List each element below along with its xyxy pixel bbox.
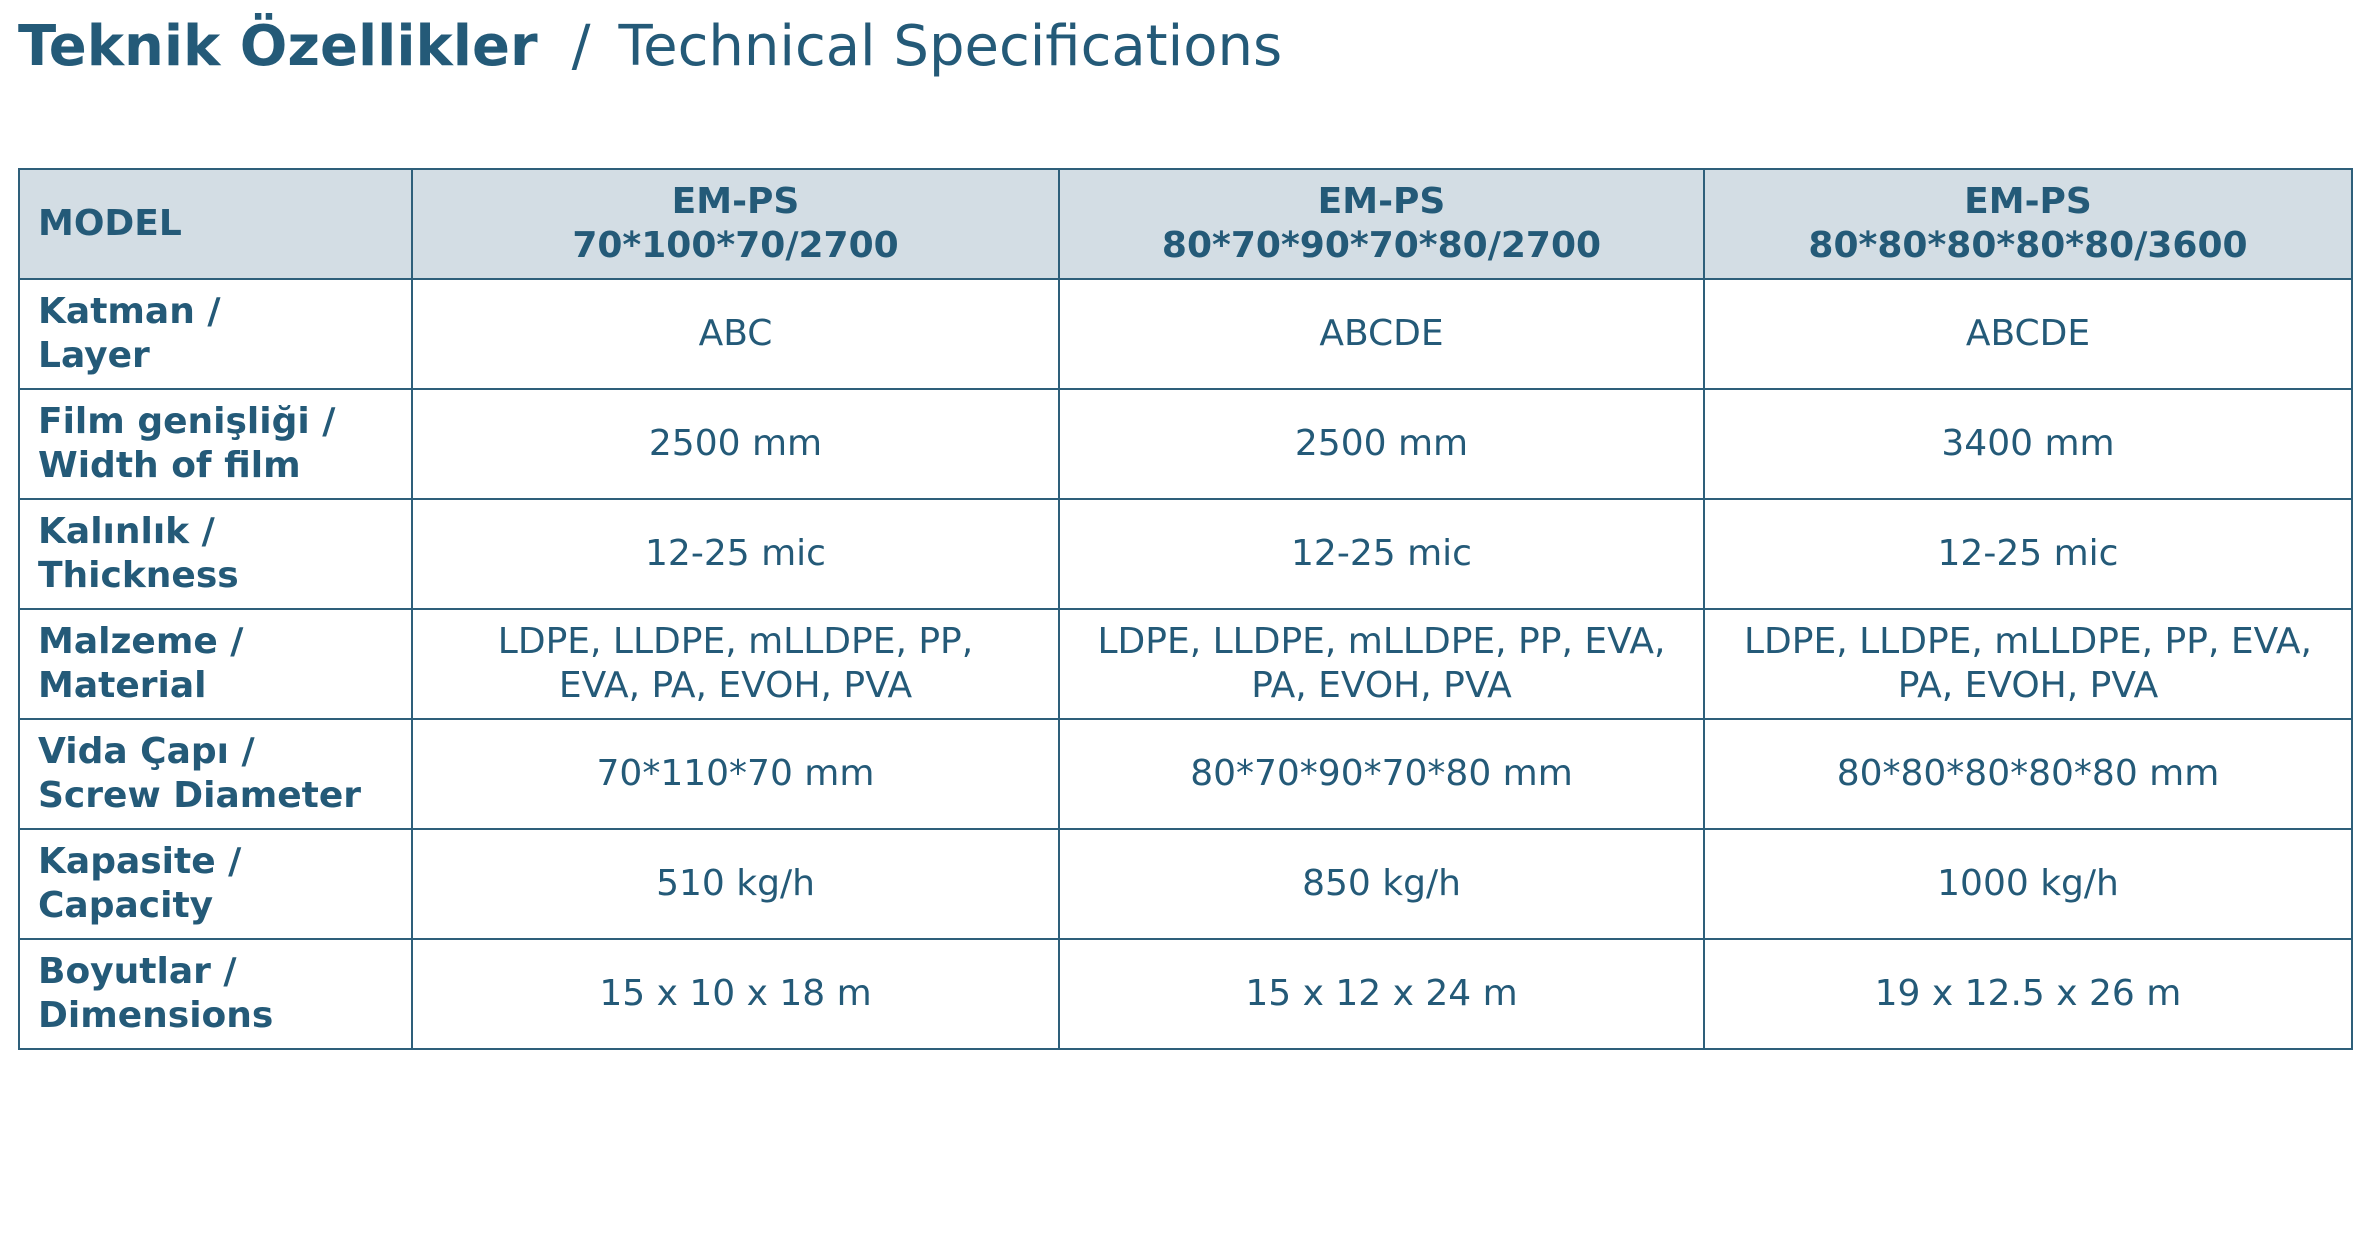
- cell: 2500 mm: [1058, 388, 1705, 500]
- cell: 80*70*90*70*80 mm: [1058, 718, 1705, 830]
- row-label: Film genişliği / Width of film: [18, 388, 413, 500]
- cell: 12-25 mic: [1058, 498, 1705, 610]
- cell: 850 kg/h: [1058, 828, 1705, 940]
- title: Teknik Özellikler / Technical Specificatio…: [18, 14, 1282, 79]
- cell: 12-25 mic: [1703, 498, 2353, 610]
- cell: LDPE, LLDPE, mLLDPE, PP, EVA, PA, EVOH, …: [1703, 608, 2353, 720]
- cell: 2500 mm: [411, 388, 1060, 500]
- table-row: Kalınlık / Thickness 12-25 mic 12-25 mic 12…: [18, 498, 2353, 610]
- row-label: Kapasite / Capacity: [18, 828, 413, 940]
- column-header: EM-PS 80*80*80*80*80/3600: [1703, 168, 2353, 280]
- row-label: Vida Çapı / Screw Diameter: [18, 718, 413, 830]
- row-label: Katman / Layer: [18, 278, 413, 390]
- cell: 19 x 12.5 x 26 m: [1703, 938, 2353, 1050]
- cell: LDPE, LLDPE, mLLDPE, PP, EVA, PA, EVOH, …: [1058, 608, 1705, 720]
- header-row: MODEL EM-PS 70*100*70/2700 EM-PS 80*70*90*…: [18, 168, 2353, 280]
- cell: 3400 mm: [1703, 388, 2353, 500]
- table-row: Vida Çapı / Screw Diameter 70*110*70 mm 80…: [18, 718, 2353, 830]
- cell: ABCDE: [1703, 278, 2353, 390]
- title-en: Technical Specifications: [618, 14, 1283, 79]
- title-tr: Teknik Özellikler: [18, 14, 538, 79]
- cell: 15 x 10 x 18 m: [411, 938, 1060, 1050]
- title-separator: /: [571, 14, 591, 79]
- cell: ABCDE: [1058, 278, 1705, 390]
- cell: 510 kg/h: [411, 828, 1060, 940]
- row-label: Boyutlar / Dimensions: [18, 938, 413, 1050]
- table-body: Katman / Layer ABC ABCDE ABCDE Film genişliğ…: [18, 278, 2353, 1050]
- table-row: Katman / Layer ABC ABCDE ABCDE: [18, 278, 2353, 390]
- column-header: EM-PS 70*100*70/2700: [411, 168, 1060, 280]
- cell: LDPE, LLDPE, mLLDPE, PP, EVA, PA, EVOH, …: [411, 608, 1060, 720]
- table-row: Film genişliği / Width of film 2500 mm 250…: [18, 388, 2353, 500]
- model-header: MODEL: [18, 168, 413, 280]
- cell: 80*80*80*80*80 mm: [1703, 718, 2353, 830]
- table-row: Boyutlar / Dimensions 15 x 10 x 18 m 15 x …: [18, 938, 2353, 1050]
- row-label: Malzeme / Material: [18, 608, 413, 720]
- table-row: Malzeme / Material LDPE, LLDPE, mLLDPE, P…: [18, 608, 2353, 720]
- cell: 1000 kg/h: [1703, 828, 2353, 940]
- cell: ABC: [411, 278, 1060, 390]
- cell: 15 x 12 x 24 m: [1058, 938, 1705, 1050]
- cell: 12-25 mic: [411, 498, 1060, 610]
- table-row: Kapasite / Capacity 510 kg/h 850 kg/h 1000 …: [18, 828, 2353, 940]
- cell: 70*110*70 mm: [411, 718, 1060, 830]
- spec-table: MODEL EM-PS 70*100*70/2700 EM-PS 80*70*90*…: [18, 168, 2353, 1050]
- row-label: Kalınlık / Thickness: [18, 498, 413, 610]
- column-header: EM-PS 80*70*90*70*80/2700: [1058, 168, 1705, 280]
